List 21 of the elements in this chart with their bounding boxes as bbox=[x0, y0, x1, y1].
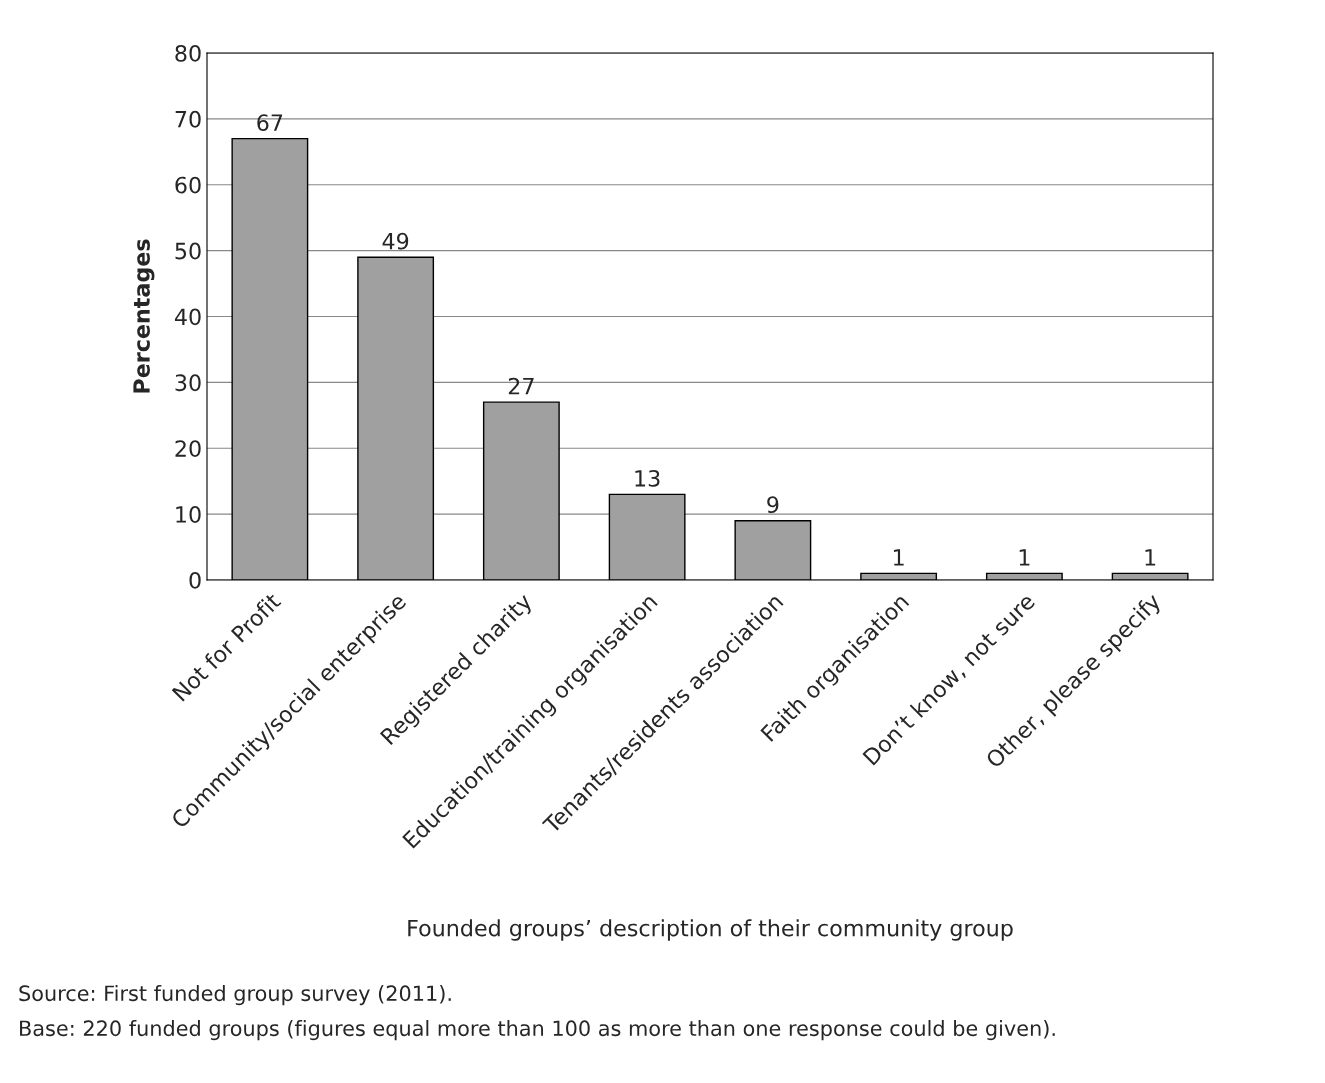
data-label: 1 bbox=[894, 549, 904, 566]
y-axis-title: Percentages bbox=[133, 239, 155, 393]
x-axis-title: Founded groups’ description of their community group bbox=[408, 919, 1013, 941]
data-label: 1 bbox=[1019, 549, 1030, 566]
y-tick-label: 30 bbox=[175, 374, 201, 392]
data-label: 49 bbox=[382, 232, 409, 250]
data-label: 9 bbox=[767, 496, 779, 514]
y-tick-label: 50 bbox=[175, 242, 201, 260]
data-label: 67 bbox=[257, 114, 283, 132]
y-tick-label: 0 bbox=[189, 571, 201, 589]
y-tick-label: 20 bbox=[175, 440, 201, 458]
data-label: 13 bbox=[635, 469, 660, 487]
y-tick-label: 40 bbox=[174, 308, 201, 326]
y-tick-label: 10 bbox=[176, 506, 201, 523]
text: Base: 220 funded groups (figures equal more than 100 as more than one response could be given). bbox=[20, 1020, 1055, 1041]
y-tick-label: 80 bbox=[175, 44, 201, 62]
data-label: 27 bbox=[508, 377, 534, 395]
y-tick-label: 70 bbox=[175, 110, 201, 128]
source-note: Source: First funded group survey (2011). bbox=[19, 985, 451, 1006]
data-label: 1 bbox=[1145, 549, 1156, 566]
y-tick-label: 60 bbox=[175, 176, 201, 194]
